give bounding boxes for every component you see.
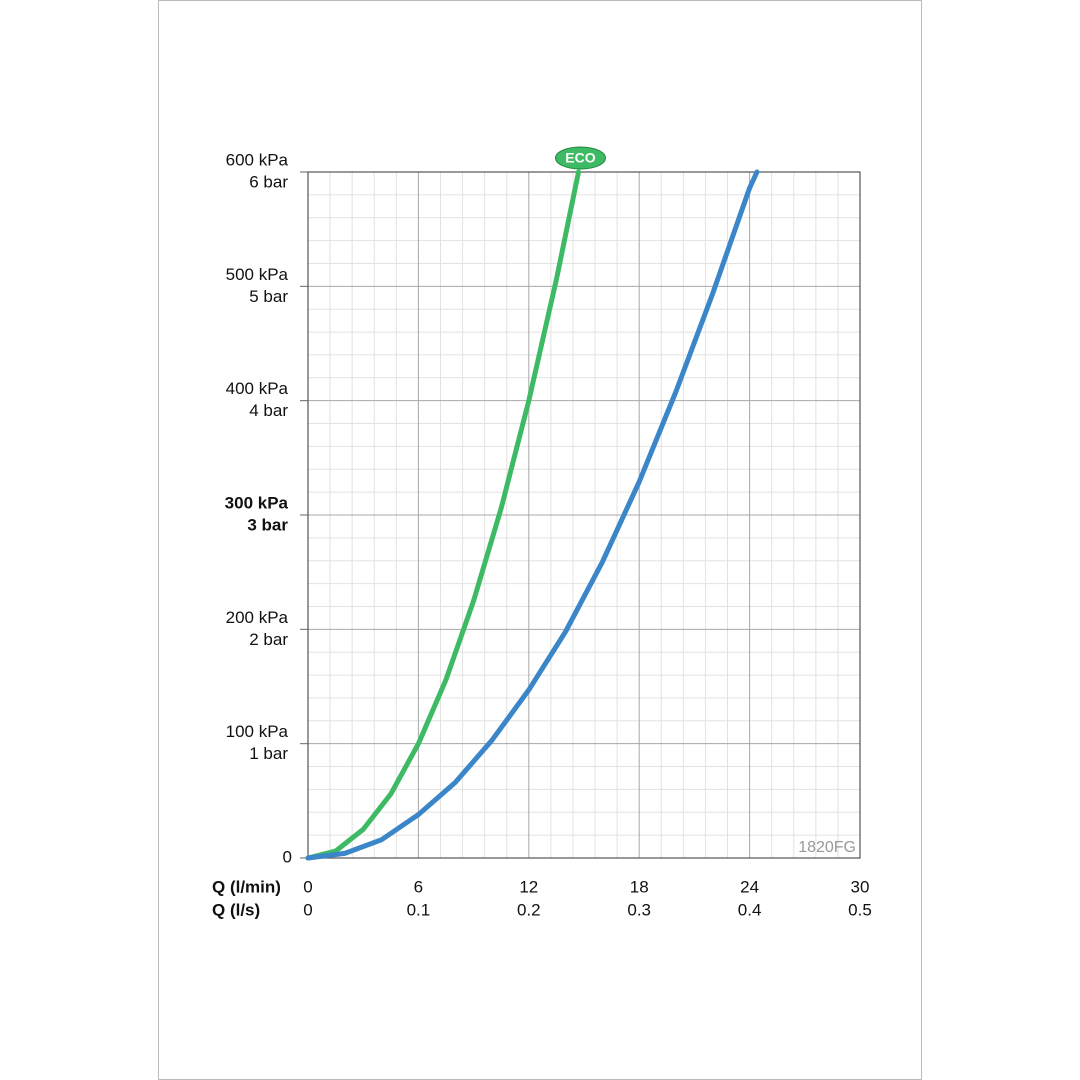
legend-label: ECO <box>565 150 595 166</box>
x2-tick-label: 0.4 <box>738 900 762 919</box>
y-tick-label: 100 kPa <box>226 722 289 741</box>
annotation: 1820FG <box>798 839 856 856</box>
x2-tick-label: 0.1 <box>407 900 431 919</box>
x-tick-label: 0 <box>303 877 312 896</box>
x-tick-label: 6 <box>414 877 423 896</box>
y-tick-label: 400 kPa <box>226 379 289 398</box>
x2-tick-label: 0 <box>303 900 312 919</box>
curves <box>305 169 760 861</box>
x2-axis-label: Q (l/s) <box>212 900 260 919</box>
y-tick-label: 200 kPa <box>226 608 289 627</box>
x-tick-label: 18 <box>630 877 649 896</box>
y-tick-sublabel: 6 bar <box>249 172 288 191</box>
y-tick-sublabel: 4 bar <box>249 401 288 420</box>
plot-frame <box>307 171 861 859</box>
curve <box>305 169 581 861</box>
series-badge <box>554 146 606 170</box>
y-tick-label: 0 <box>283 847 292 866</box>
x-tick-label: 24 <box>740 877 759 896</box>
x-tick-label: 12 <box>519 877 538 896</box>
y-tick-sublabel: 2 bar <box>249 630 288 649</box>
grid <box>300 171 861 859</box>
labels: 0 100 kPa 1 bar 200 kPa 2 bar 300 kPa 3 bar 400… <box>212 146 872 919</box>
x2-tick-label: 0.3 <box>627 900 651 919</box>
x2-tick-label: 0.2 <box>517 900 541 919</box>
x-tick-label: 30 <box>851 877 870 896</box>
y-tick-sublabel: 3 bar <box>247 515 288 534</box>
y-tick-sublabel: 1 bar <box>249 744 288 763</box>
x2-tick-label: 0.5 <box>848 900 872 919</box>
y-tick-sublabel: 5 bar <box>249 287 288 306</box>
page-frame <box>158 0 922 1080</box>
y-tick-label: 600 kPa <box>226 150 289 169</box>
curve <box>305 169 760 861</box>
y-tick-label: 300 kPa <box>225 493 289 512</box>
x-axis-label: Q (l/min) <box>212 877 281 896</box>
y-tick-label: 500 kPa <box>226 265 289 284</box>
